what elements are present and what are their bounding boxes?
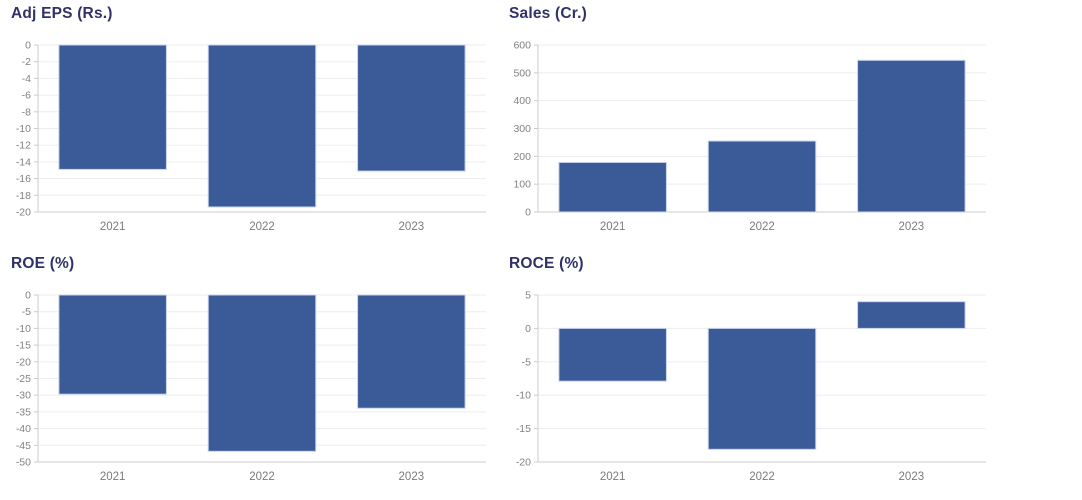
svg-text:-45: -45 (16, 440, 31, 452)
sales-bar-chart: 600 500 400 300 200 100 0 2021 2022 2023 (513, 40, 986, 233)
chart-title-sales: Sales (Cr.) (509, 5, 588, 22)
svg-text:-20: -20 (16, 356, 31, 368)
svg-text:5: 5 (525, 290, 531, 302)
svg-text:300: 300 (513, 123, 531, 135)
svg-text:0: 0 (25, 40, 31, 52)
svg-text:-5: -5 (22, 306, 31, 318)
svg-text:2022: 2022 (749, 471, 775, 483)
svg-text:-30: -30 (16, 390, 31, 402)
adj-eps-bar-chart: 0 -2 -4 -6 -8 -10 -12 -14 -16 -18 -20 2021 2022 2023 (16, 40, 486, 233)
svg-text:0: 0 (525, 323, 531, 335)
svg-text:-16: -16 (16, 173, 31, 185)
svg-text:-35: -35 (16, 406, 31, 418)
svg-text:2022: 2022 (249, 221, 275, 233)
chart-panel-roe: ROE (%) 0 -5 -10 -15 -20 -25 -30 -35 -40 -45 -50 20… (0, 250, 500, 500)
svg-text:500: 500 (513, 67, 531, 79)
svg-text:2021: 2021 (600, 471, 626, 483)
svg-text:-10: -10 (516, 390, 531, 402)
chart-panel-adj-eps: Adj EPS (Rs.) 0 -2 -4 -6 -8 -10 -12 -14 -16 -18 -2… (0, 0, 500, 250)
chart-title-roe: ROE (%) (11, 255, 75, 272)
svg-text:0: 0 (25, 290, 31, 302)
svg-text:2022: 2022 (749, 221, 775, 233)
chart-title-adj-eps: Adj EPS (Rs.) (11, 5, 113, 22)
svg-text:2022: 2022 (249, 471, 275, 483)
svg-text:-10: -10 (16, 123, 31, 135)
svg-text:-12: -12 (16, 140, 31, 152)
svg-text:-25: -25 (16, 373, 31, 385)
svg-text:2023: 2023 (899, 471, 925, 483)
svg-text:-15: -15 (16, 340, 31, 352)
svg-text:2021: 2021 (100, 471, 126, 483)
chart-title-roce: ROCE (%) (509, 255, 584, 272)
svg-text:-40: -40 (16, 423, 31, 435)
svg-text:-14: -14 (16, 156, 31, 168)
svg-text:2023: 2023 (399, 221, 425, 233)
svg-text:2021: 2021 (600, 221, 626, 233)
svg-text:-6: -6 (22, 90, 31, 102)
roe-bar-chart: 0 -5 -10 -15 -20 -25 -30 -35 -40 -45 -50 2021 2022 20… (16, 290, 486, 483)
svg-text:-18: -18 (16, 190, 31, 202)
svg-text:-20: -20 (516, 457, 531, 469)
svg-text:0: 0 (525, 207, 531, 219)
svg-text:-4: -4 (22, 73, 31, 85)
svg-text:2021: 2021 (100, 221, 126, 233)
chart-panel-roce: ROCE (%) 5 0 -5 -10 -15 -20 2021 2022 2023 (500, 250, 1082, 500)
svg-text:-5: -5 (522, 356, 531, 368)
svg-text:2023: 2023 (899, 221, 925, 233)
svg-text:-2: -2 (22, 56, 31, 68)
svg-text:-8: -8 (22, 106, 31, 118)
svg-text:600: 600 (513, 40, 531, 52)
roce-bar-chart: 5 0 -5 -10 -15 -20 2021 2022 2023 (516, 290, 986, 483)
svg-text:100: 100 (513, 179, 531, 191)
svg-text:400: 400 (513, 95, 531, 107)
chart-panel-sales: Sales (Cr.) 600 500 400 300 200 100 0 2021 2022 2… (500, 0, 1082, 250)
svg-text:2023: 2023 (399, 471, 425, 483)
svg-text:-15: -15 (516, 423, 531, 435)
svg-text:-20: -20 (16, 207, 31, 219)
svg-text:200: 200 (513, 151, 531, 163)
svg-text:-50: -50 (16, 457, 31, 469)
svg-text:-10: -10 (16, 323, 31, 335)
